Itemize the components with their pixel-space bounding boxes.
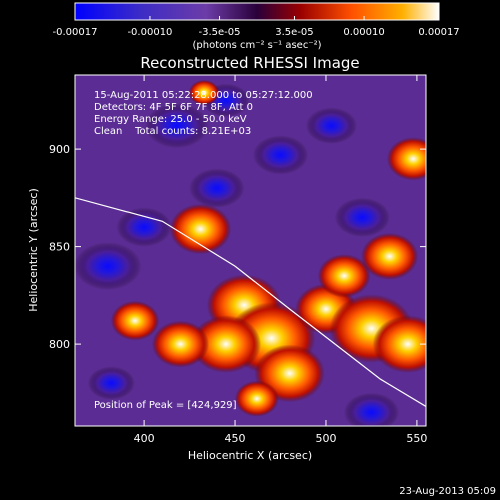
annotation-energy-range: Energy Range: 25.0 - 50.0 keV: [94, 114, 247, 125]
cold-spot: [252, 135, 309, 175]
y-tick-label: 800: [49, 338, 70, 351]
annotation-time-range: 15-Aug-2011 05:22:28.000 to 05:27:12.000: [94, 90, 313, 101]
cold-spot: [343, 392, 400, 426]
x-tick-label: 550: [406, 432, 427, 445]
axis-ticks: 400 450 500 550 800 850 900: [49, 75, 427, 445]
x-tick-label: 400: [134, 432, 155, 445]
cold-spot: [334, 197, 391, 237]
annotation-clean-counts: Clean Total counts: 8.21E+03: [94, 126, 251, 137]
hot-spot: [386, 137, 426, 181]
cold-spot: [189, 168, 245, 208]
y-tick-label: 850: [49, 241, 70, 254]
x-tick-label: 450: [225, 432, 246, 445]
hot-spot: [110, 300, 160, 341]
heatmap-area: [75, 75, 426, 426]
colorbar-tick-label: -0.00010: [127, 27, 172, 38]
x-axis-label: Heliocentric X (arcsec): [188, 449, 312, 462]
cold-spot: [305, 107, 358, 144]
hot-regions: [110, 79, 426, 417]
solar-limb-line: [75, 197, 426, 408]
cold-spot: [87, 366, 135, 400]
x-tick-label: 500: [315, 432, 336, 445]
y-axis-label: Heliocentric Y (arcsec): [27, 188, 40, 312]
colorbar-unit-label: (photons cm⁻² s⁻¹ asec⁻²): [192, 40, 321, 51]
annotation-detectors: Detectors: 4F 5F 6F 7F 8F, Att 0: [94, 102, 253, 113]
colorbar-tick-label: 0.00017: [418, 27, 459, 38]
chart-title: Reconstructed RHESSI Image: [140, 54, 359, 72]
hot-spot: [361, 232, 419, 280]
cold-spot: [75, 242, 142, 291]
colorbar-ticks: -0.00017 -0.00010 -3.5e-05 3.5e-05 0.00010 0.…: [53, 16, 460, 38]
y-tick-label: 900: [49, 143, 70, 156]
cold-regions: [75, 83, 400, 426]
hot-spot: [151, 320, 210, 368]
colorbar: [74, 2, 440, 21]
cold-spot: [145, 103, 209, 149]
hot-spot: [169, 203, 232, 255]
colorbar-tick-label: -3.5e-05: [199, 27, 241, 38]
colorbar-tick-label: 3.5e-05: [275, 27, 313, 38]
cold-spot: [116, 207, 172, 247]
hot-spot: [190, 315, 262, 373]
colorbar-tick-label: 0.00010: [343, 27, 384, 38]
colorbar-tick-label: -0.00017: [53, 27, 98, 38]
hot-spot: [234, 380, 279, 417]
hot-spot: [317, 254, 371, 298]
annotation-peak-position: Position of Peak = [424,929]: [94, 400, 237, 411]
hot-spot: [188, 79, 220, 106]
hot-spot: [372, 315, 426, 373]
footer-timestamp: 23-Aug-2013 05:09: [399, 486, 496, 497]
plot-frame: [74, 74, 427, 427]
